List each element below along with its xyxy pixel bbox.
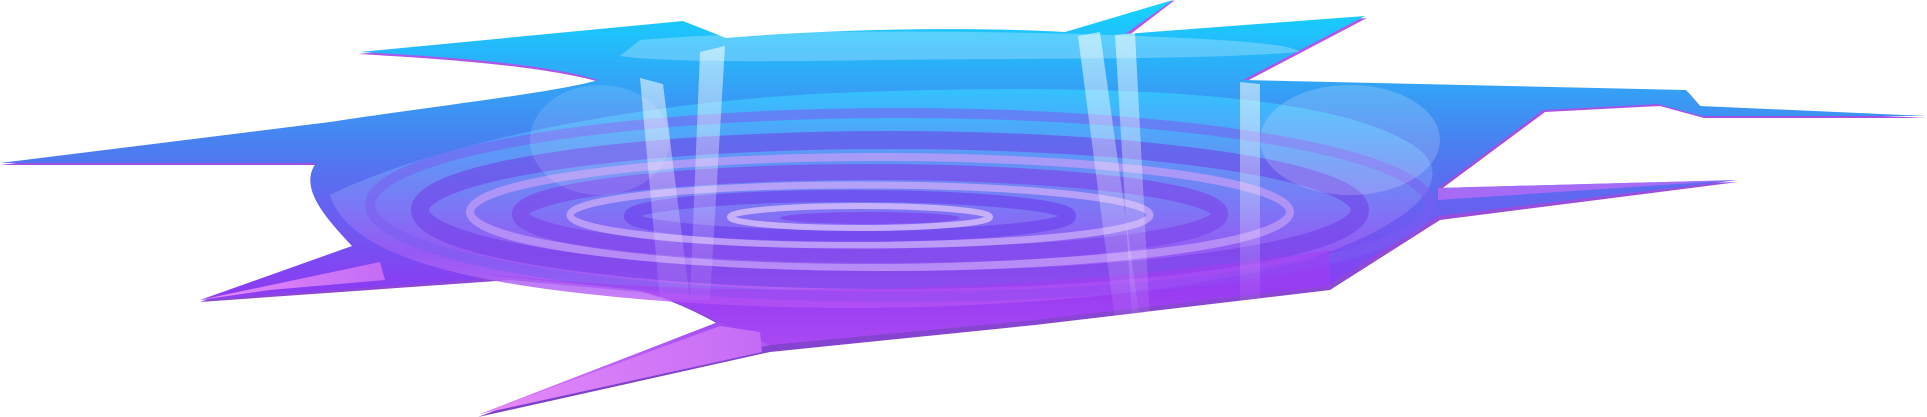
top-highlight — [620, 31, 1300, 62]
light-shaft-5 — [1240, 82, 1260, 300]
swirl-ring-3 — [466, 153, 1294, 271]
shard-left — [200, 262, 385, 300]
shard-bottom — [480, 326, 762, 414]
right-highlight — [1260, 85, 1440, 195]
shards — [200, 180, 1738, 414]
left-highlight — [530, 85, 670, 195]
swirl-rings — [365, 108, 1435, 302]
swirl-ring-7 — [727, 203, 993, 231]
lower-band — [420, 250, 1330, 345]
light-shaft-3 — [1078, 32, 1140, 320]
light-shaft-4 — [1115, 33, 1150, 320]
swirl-ring-4 — [512, 164, 1228, 264]
light-shafts — [640, 32, 1260, 320]
swirl-ring-5 — [566, 181, 1154, 249]
light-shaft-1 — [640, 78, 690, 300]
swirl-ring-6 — [624, 190, 1076, 242]
swirl-ring-2 — [411, 131, 1369, 289]
light-shaft-2 — [690, 46, 725, 300]
swirl-core — [780, 212, 960, 224]
shard-right — [1438, 180, 1738, 200]
